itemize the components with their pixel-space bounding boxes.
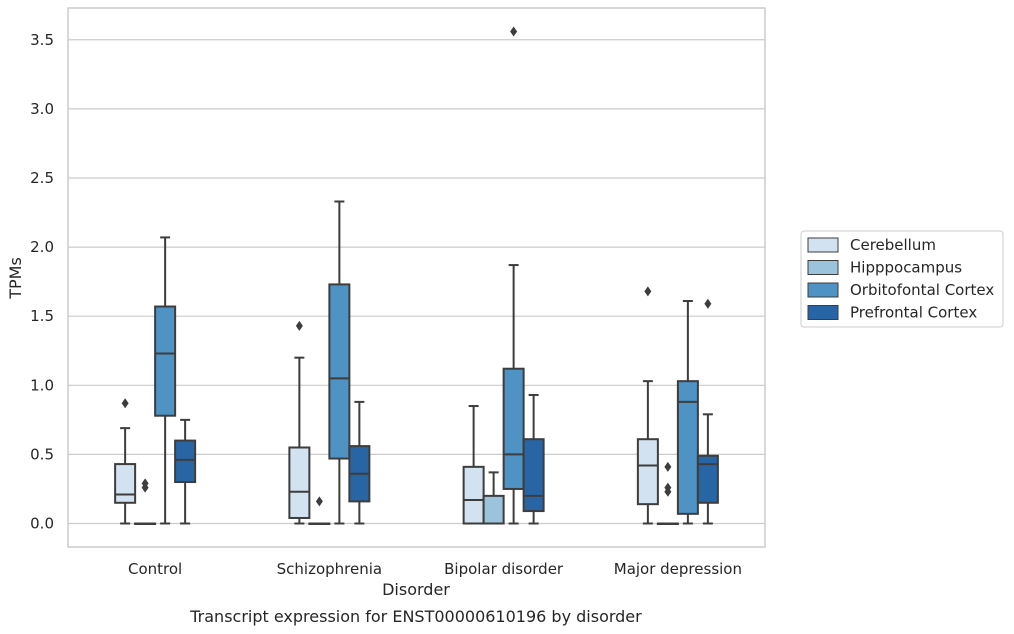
box-cerebellum <box>288 320 311 525</box>
x-tick-label: Bipolar disorder <box>444 560 564 578</box>
x-axis-title: Disorder <box>382 580 450 599</box>
y-axis-title: TPMs <box>6 257 25 300</box>
y-tick-label: 0.0 <box>30 515 54 533</box>
box-prefrontal-cortex <box>522 393 545 525</box>
outlier-point <box>664 482 672 493</box>
outlier-point <box>704 298 712 309</box>
box-body <box>288 446 311 519</box>
y-tick-label: 1.5 <box>30 307 54 325</box>
outlier-point <box>644 286 652 297</box>
box-hipppocampus <box>482 471 505 525</box>
legend: Cerebellum Hipppocampus Orbitofontal Corte… <box>800 230 1004 328</box>
box-body <box>174 439 197 484</box>
box-body <box>696 454 719 504</box>
box-cerebellum <box>462 405 485 525</box>
y-tick-labels: 0.0 0.5 1.0 1.5 2.0 2.5 3.0 3.5 <box>30 31 54 533</box>
box-hipppocampus <box>308 496 331 526</box>
box-body <box>676 380 699 515</box>
legend-label: Orbitofontal Cortex <box>850 281 994 299</box>
legend-swatch <box>807 305 839 320</box>
y-tick-label: 3.0 <box>30 100 54 118</box>
box-cerebellum <box>114 398 137 525</box>
legend-label: Hipppocampus <box>850 259 962 277</box>
grid-lines <box>68 39 765 525</box>
box-cerebellum <box>636 286 659 525</box>
outlier-point <box>664 461 672 472</box>
x-tick-label: Major depression <box>614 560 742 578</box>
box-body <box>328 283 351 460</box>
box-hipppocampus <box>656 461 679 526</box>
y-tick-label: 1.0 <box>30 376 54 394</box>
box-prefrontal-cortex <box>174 418 197 525</box>
box-body <box>502 367 525 490</box>
y-tick-label: 3.5 <box>30 31 54 49</box>
x-tick-labels: Control Schizophrenia Bipolar disorder Majo… <box>128 560 742 578</box>
box-orbitofontal-cortex <box>328 200 351 525</box>
y-tick-label: 2.0 <box>30 238 54 256</box>
outlier-point <box>295 320 303 331</box>
legend-label: Cerebellum <box>850 236 936 254</box>
outlier-point <box>510 26 518 37</box>
box-orbitofontal-cortex <box>676 299 699 525</box>
outlier-point <box>141 478 149 489</box>
x-tick-label: Schizophrenia <box>277 560 382 578</box>
legend-frame <box>800 230 1004 328</box>
legend-swatch <box>807 237 839 253</box>
box-body <box>636 438 659 506</box>
legend-swatch <box>807 260 839 275</box>
box-body <box>114 463 137 504</box>
box-hipppocampus <box>134 478 157 526</box>
boxplots <box>114 26 719 526</box>
box-body <box>462 465 485 525</box>
y-tick-label: 0.5 <box>30 445 54 463</box>
box-prefrontal-cortex <box>348 400 371 525</box>
legend-swatch <box>807 282 839 298</box>
box-orbitofontal-cortex <box>154 236 177 525</box>
box-orbitofontal-cortex <box>502 26 525 525</box>
box-prefrontal-cortex <box>696 298 719 525</box>
box-body <box>522 438 545 513</box>
plot-frame <box>67 7 766 548</box>
x-tick-label: Control <box>128 560 182 578</box>
outlier-point <box>121 398 129 409</box>
box-body <box>482 494 505 525</box>
legend-label: Prefrontal Cortex <box>850 304 977 322</box>
chart-caption: Transcript expression for ENST0000061019… <box>189 607 642 626</box>
y-tick-label: 2.5 <box>30 169 54 187</box>
outlier-point <box>315 496 323 507</box>
box-body <box>154 305 177 417</box>
